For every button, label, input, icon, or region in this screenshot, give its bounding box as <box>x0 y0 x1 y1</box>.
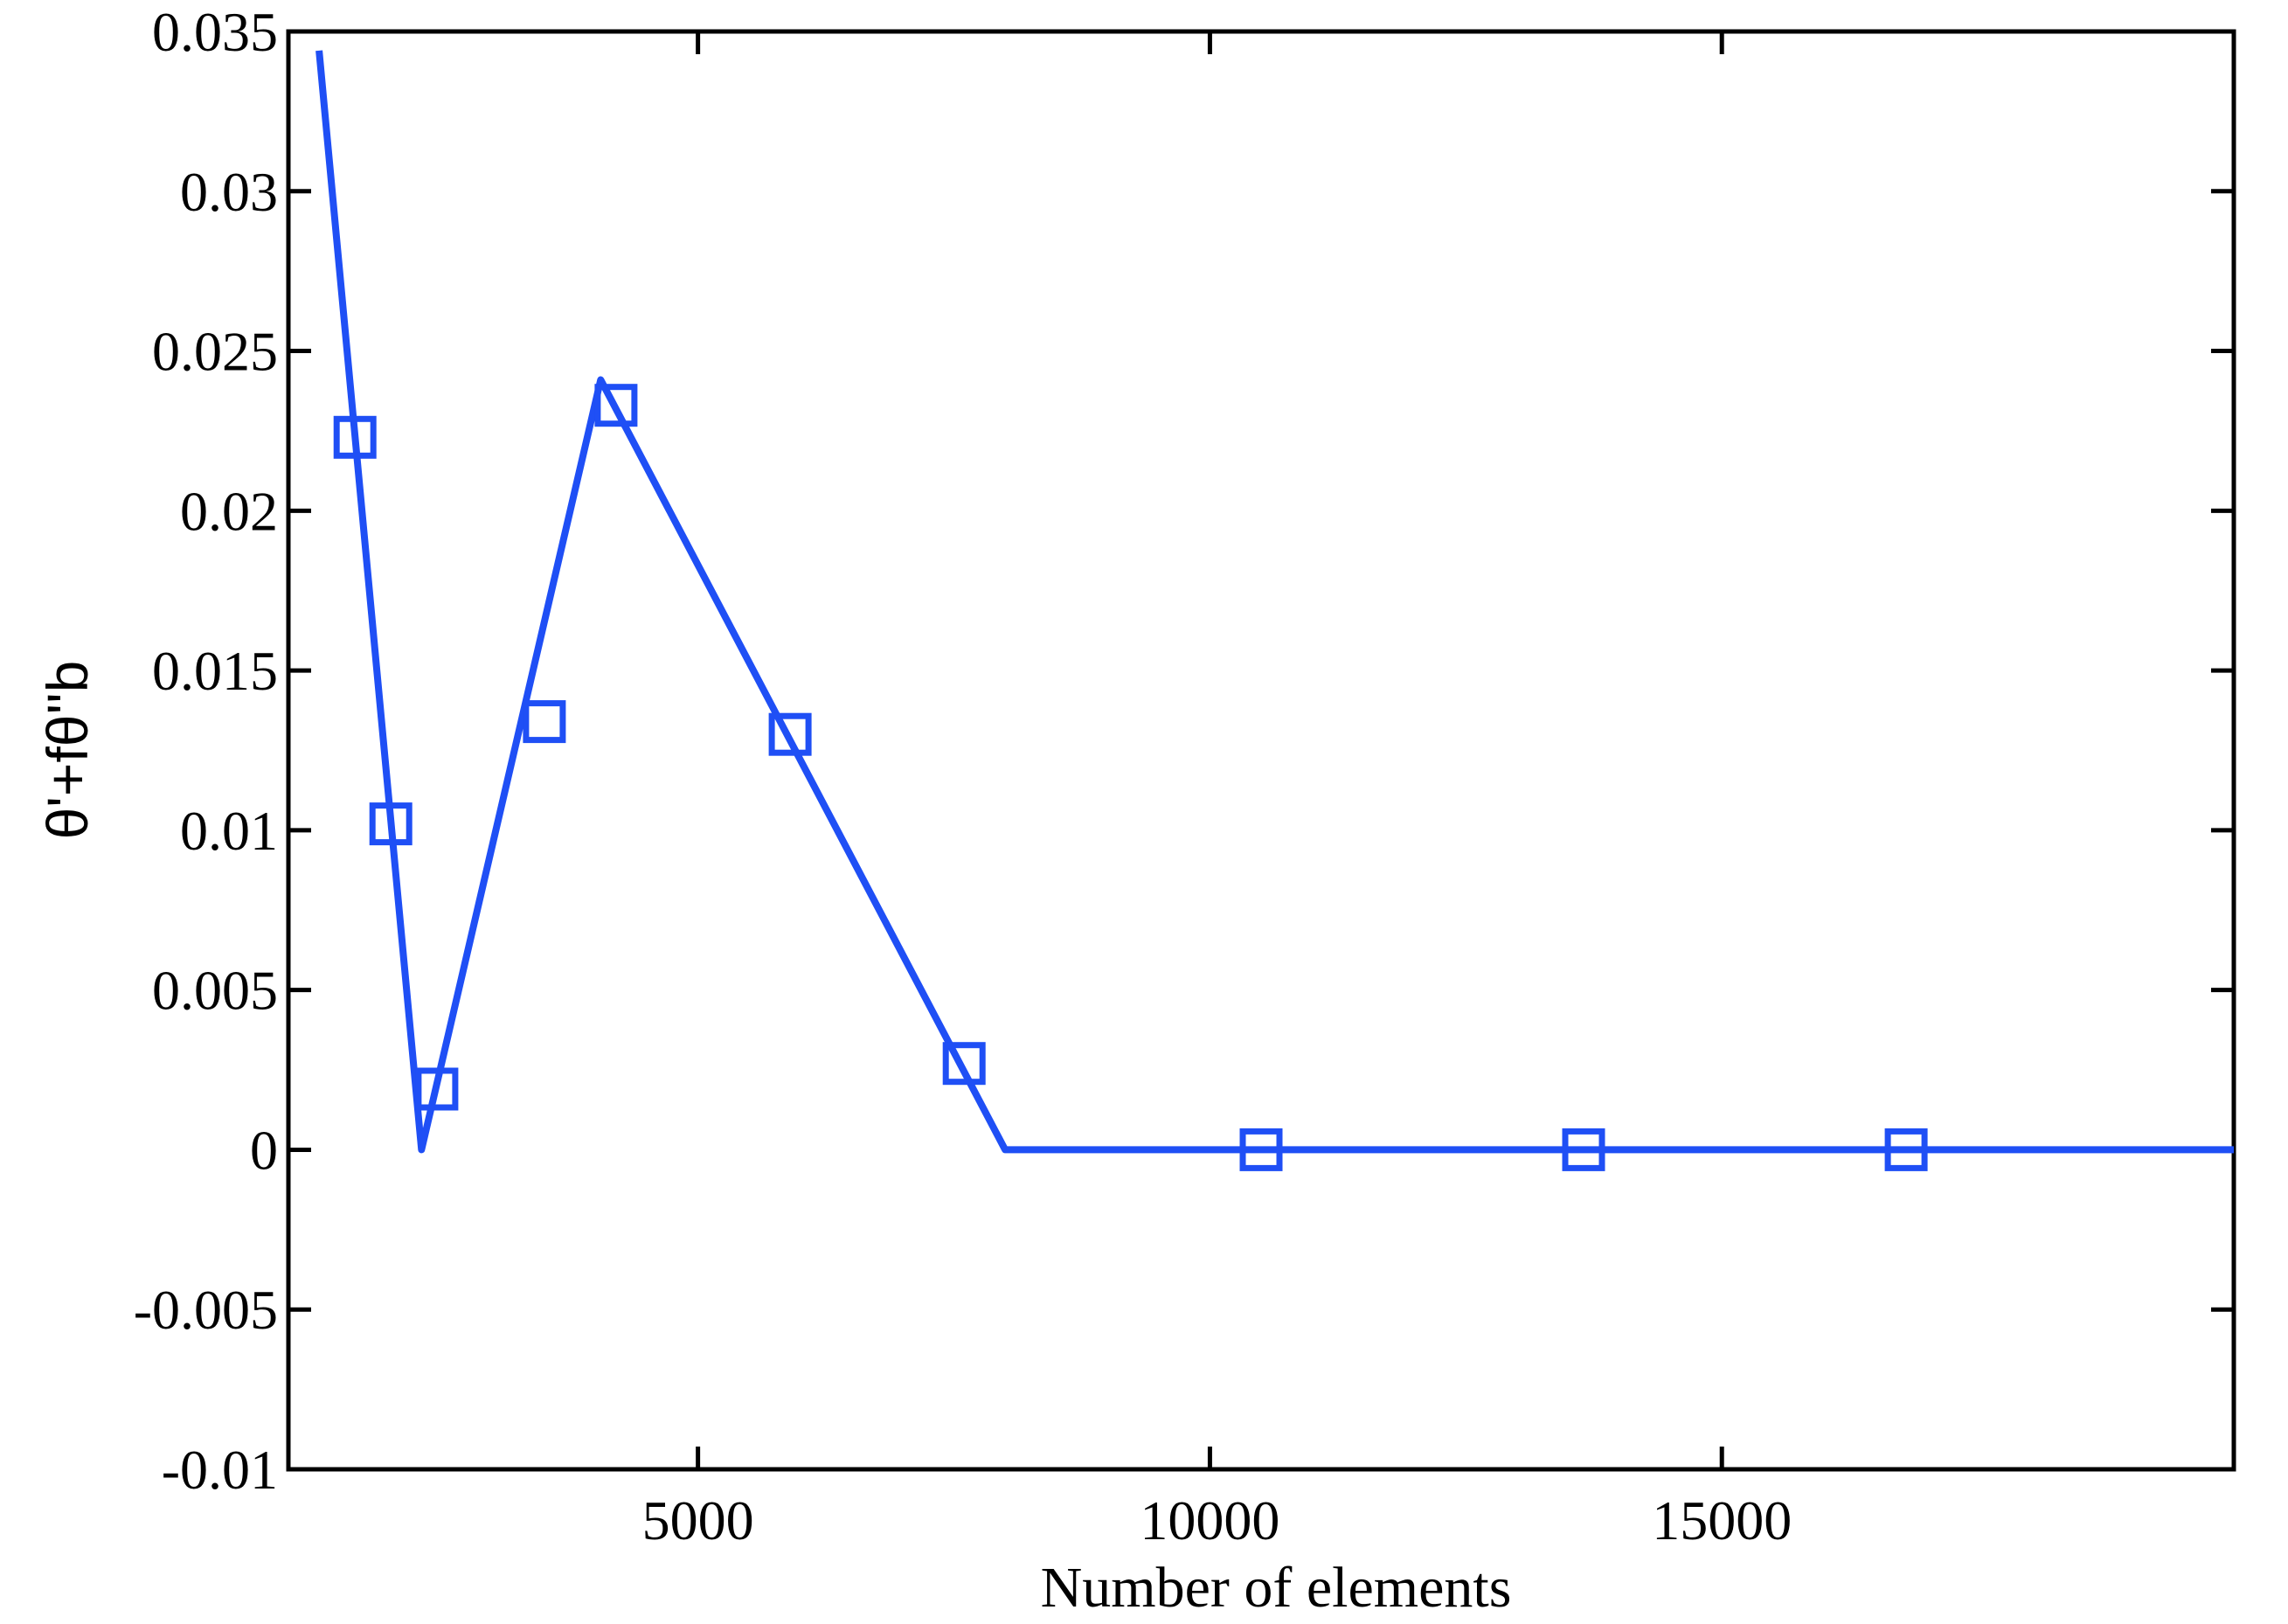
y-tick-label: 0.02 <box>180 480 278 542</box>
data-point-marker <box>523 700 566 744</box>
y-tick-label: -0.005 <box>134 1279 278 1341</box>
data-point-marker <box>942 1042 986 1086</box>
data-point-marker <box>333 415 377 459</box>
data-point-marker <box>594 384 638 427</box>
series-line <box>315 50 2234 1154</box>
y-axis-title: θ'+fθ''b <box>35 661 100 840</box>
data-point-marker <box>1239 1128 1283 1171</box>
x-tick-label: 15000 <box>1652 1489 1792 1551</box>
data-point-marker <box>1562 1128 1605 1171</box>
y-axis-ticks: -0.01 -0.005 0 0.005 0.01 0.015 0.02 0.025 0.03 0… <box>134 1 2234 1501</box>
y-tick-label: 0.015 <box>152 640 278 702</box>
y-tick-label: -0.01 <box>162 1439 278 1501</box>
plot-frame <box>286 29 2236 1472</box>
x-tick-label: 10000 <box>1140 1489 1279 1551</box>
y-tick-label: 0.035 <box>152 1 278 63</box>
y-tick-label: 0.03 <box>180 161 278 223</box>
y-tick-label: 0 <box>250 1119 278 1181</box>
series-markers <box>333 384 1928 1171</box>
data-point-marker <box>1884 1128 1928 1171</box>
data-point-marker <box>415 1067 459 1111</box>
x-axis-ticks: 5000 10000 15000 <box>642 31 1792 1551</box>
y-tick-label: 0.005 <box>152 960 278 1022</box>
data-point-marker <box>768 712 812 756</box>
x-tick-label: 5000 <box>642 1489 754 1551</box>
x-axis-title: Number of elements <box>1041 1556 1512 1620</box>
y-tick-label: 0.01 <box>180 800 278 862</box>
y-tick-label: 0.025 <box>152 321 278 383</box>
data-point-marker <box>369 802 413 846</box>
